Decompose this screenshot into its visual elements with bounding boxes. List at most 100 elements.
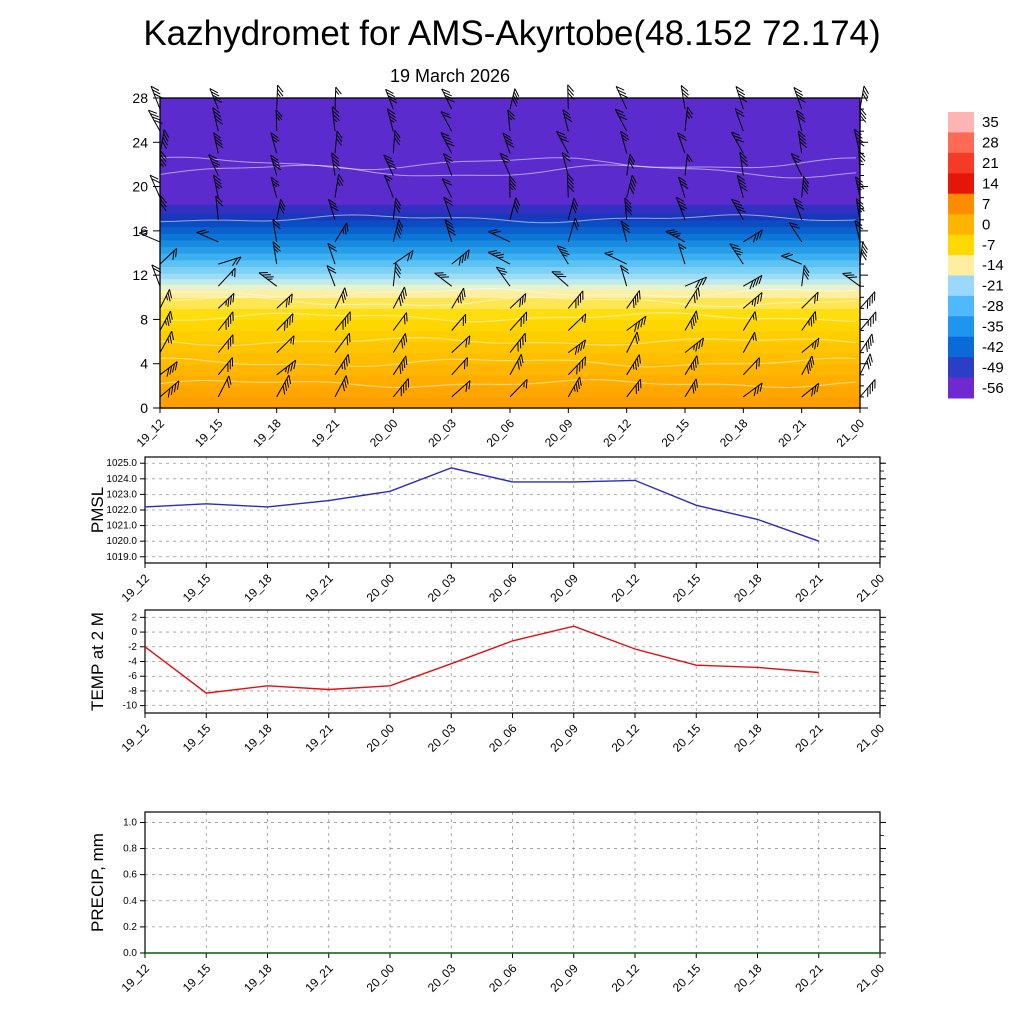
svg-text:1019.0: 1019.0 [106,552,137,563]
page-title: Kazhydromet for AMS-Akyrtobe(48.152 72.1… [143,14,881,53]
svg-text:19_12: 19_12 [134,416,168,450]
svg-text:1020.0: 1020.0 [106,536,137,547]
svg-text:20_18: 20_18 [731,571,765,605]
chart-date-subtitle: 19 March 2026 [389,66,511,86]
svg-text:19_15: 19_15 [180,721,214,755]
svg-text:20_21: 20_21 [792,571,826,605]
svg-text:20_15: 20_15 [670,721,704,755]
precip-ylabel: PRECIP, mm [88,833,107,932]
svg-text:19_18: 19_18 [241,571,275,605]
svg-text:-7: -7 [982,237,995,254]
precip-panel: 1.0 0.8 0.6 0.4 0.2 0.0 19_12 19_15 19_18 19_21 20… [88,811,888,995]
svg-text:1021.0: 1021.0 [106,521,137,532]
svg-text:19_12: 19_12 [119,961,153,995]
svg-text:7: 7 [982,196,990,213]
svg-text:19_15: 19_15 [180,571,214,605]
pmsl-ylabel: PMSL [88,487,107,533]
svg-text:20_09: 20_09 [542,416,576,450]
svg-text:-28: -28 [982,298,1004,315]
svg-text:4: 4 [140,356,148,372]
svg-text:35: 35 [982,114,999,131]
svg-text:20_00: 20_00 [364,571,398,605]
temp-2m-panel: 2 0 -2 -4 -6 -8 -10 19_12 19_15 19_18 19_21 20_00 20… [88,609,888,755]
svg-text:20_12: 20_12 [609,721,643,755]
svg-text:1023.0: 1023.0 [106,489,137,500]
svg-text:20_15: 20_15 [670,961,704,995]
svg-text:-35: -35 [982,319,1004,336]
svg-text:20_00: 20_00 [364,961,398,995]
svg-text:16: 16 [132,223,148,239]
svg-text:20_06: 20_06 [486,721,520,755]
svg-text:20_06: 20_06 [486,571,520,605]
svg-text:20_15: 20_15 [659,416,693,450]
svg-text:-10: -10 [123,701,138,712]
svg-text:0: 0 [140,400,148,416]
svg-text:20_15: 20_15 [670,571,704,605]
svg-text:-42: -42 [982,339,1004,356]
svg-text:24: 24 [132,134,148,150]
svg-text:20_18: 20_18 [717,416,751,450]
svg-text:0.0: 0.0 [123,948,137,959]
svg-text:0.4: 0.4 [123,896,137,907]
svg-text:20_00: 20_00 [367,416,401,450]
svg-text:1024.0: 1024.0 [106,474,137,485]
svg-text:20_03: 20_03 [425,571,459,605]
svg-text:19_12: 19_12 [119,721,153,755]
svg-text:20_21: 20_21 [792,721,826,755]
svg-text:20_06: 20_06 [484,416,518,450]
svg-text:20: 20 [132,179,148,195]
svg-text:21: 21 [982,155,999,172]
svg-text:2: 2 [131,612,137,623]
svg-text:19_21: 19_21 [302,571,336,605]
pmsl-panel: 1025.0 1024.0 1023.0 1022.0 1021.0 1020.0 1019… [88,456,888,605]
svg-text:1022.0: 1022.0 [106,505,137,516]
svg-text:20_09: 20_09 [547,961,581,995]
svg-text:20_18: 20_18 [731,961,765,995]
svg-text:20_21: 20_21 [792,961,826,995]
svg-text:-8: -8 [128,686,137,697]
svg-text:-56: -56 [982,380,1004,397]
svg-text:19_21: 19_21 [309,416,343,450]
svg-text:21_00: 21_00 [854,571,888,605]
temp-2m-ylabel: TEMP at 2 M [88,612,107,711]
svg-text:1025.0: 1025.0 [106,458,137,469]
svg-text:20_03: 20_03 [425,416,459,450]
svg-text:8: 8 [140,311,148,327]
svg-text:-4: -4 [128,657,137,668]
svg-text:0: 0 [982,216,990,233]
svg-text:19_18: 19_18 [241,721,275,755]
svg-text:21_00: 21_00 [854,961,888,995]
svg-text:0.2: 0.2 [123,922,137,933]
pmsl-line [144,467,820,542]
svg-text:19_12: 19_12 [119,571,153,605]
cross-section-panel: 0 4 8 12 16 20 24 28 19_12 19_15 19_18 19_21 20_00 20… [132,84,1004,450]
svg-text:20_09: 20_09 [547,571,581,605]
svg-text:28: 28 [982,135,999,152]
svg-text:-14: -14 [982,257,1004,274]
svg-text:19_18: 19_18 [241,961,275,995]
svg-text:0.8: 0.8 [123,844,137,855]
svg-text:20_06: 20_06 [486,961,520,995]
svg-text:28: 28 [132,90,148,106]
svg-text:21_00: 21_00 [834,416,868,450]
svg-text:19_15: 19_15 [180,961,214,995]
svg-text:20_00: 20_00 [364,721,398,755]
svg-text:20_12: 20_12 [609,961,643,995]
svg-text:14: 14 [982,176,999,193]
svg-text:20_21: 20_21 [775,416,809,450]
svg-text:20_12: 20_12 [609,571,643,605]
svg-text:20_18: 20_18 [731,721,765,755]
temperature-colorbar: 35 28 21 14 7 0 -7 -14 -21 -28 -35 -42 -49 -56 [948,112,1004,399]
svg-text:0: 0 [131,627,137,638]
svg-text:-49: -49 [982,359,1004,376]
svg-text:20_09: 20_09 [547,721,581,755]
svg-text:20_03: 20_03 [425,961,459,995]
svg-text:12: 12 [132,267,148,283]
svg-text:-2: -2 [128,642,137,653]
svg-text:20_12: 20_12 [600,416,634,450]
svg-text:19_15: 19_15 [192,416,226,450]
svg-text:21_00: 21_00 [854,721,888,755]
svg-text:20_03: 20_03 [425,721,459,755]
svg-text:19_21: 19_21 [302,721,336,755]
